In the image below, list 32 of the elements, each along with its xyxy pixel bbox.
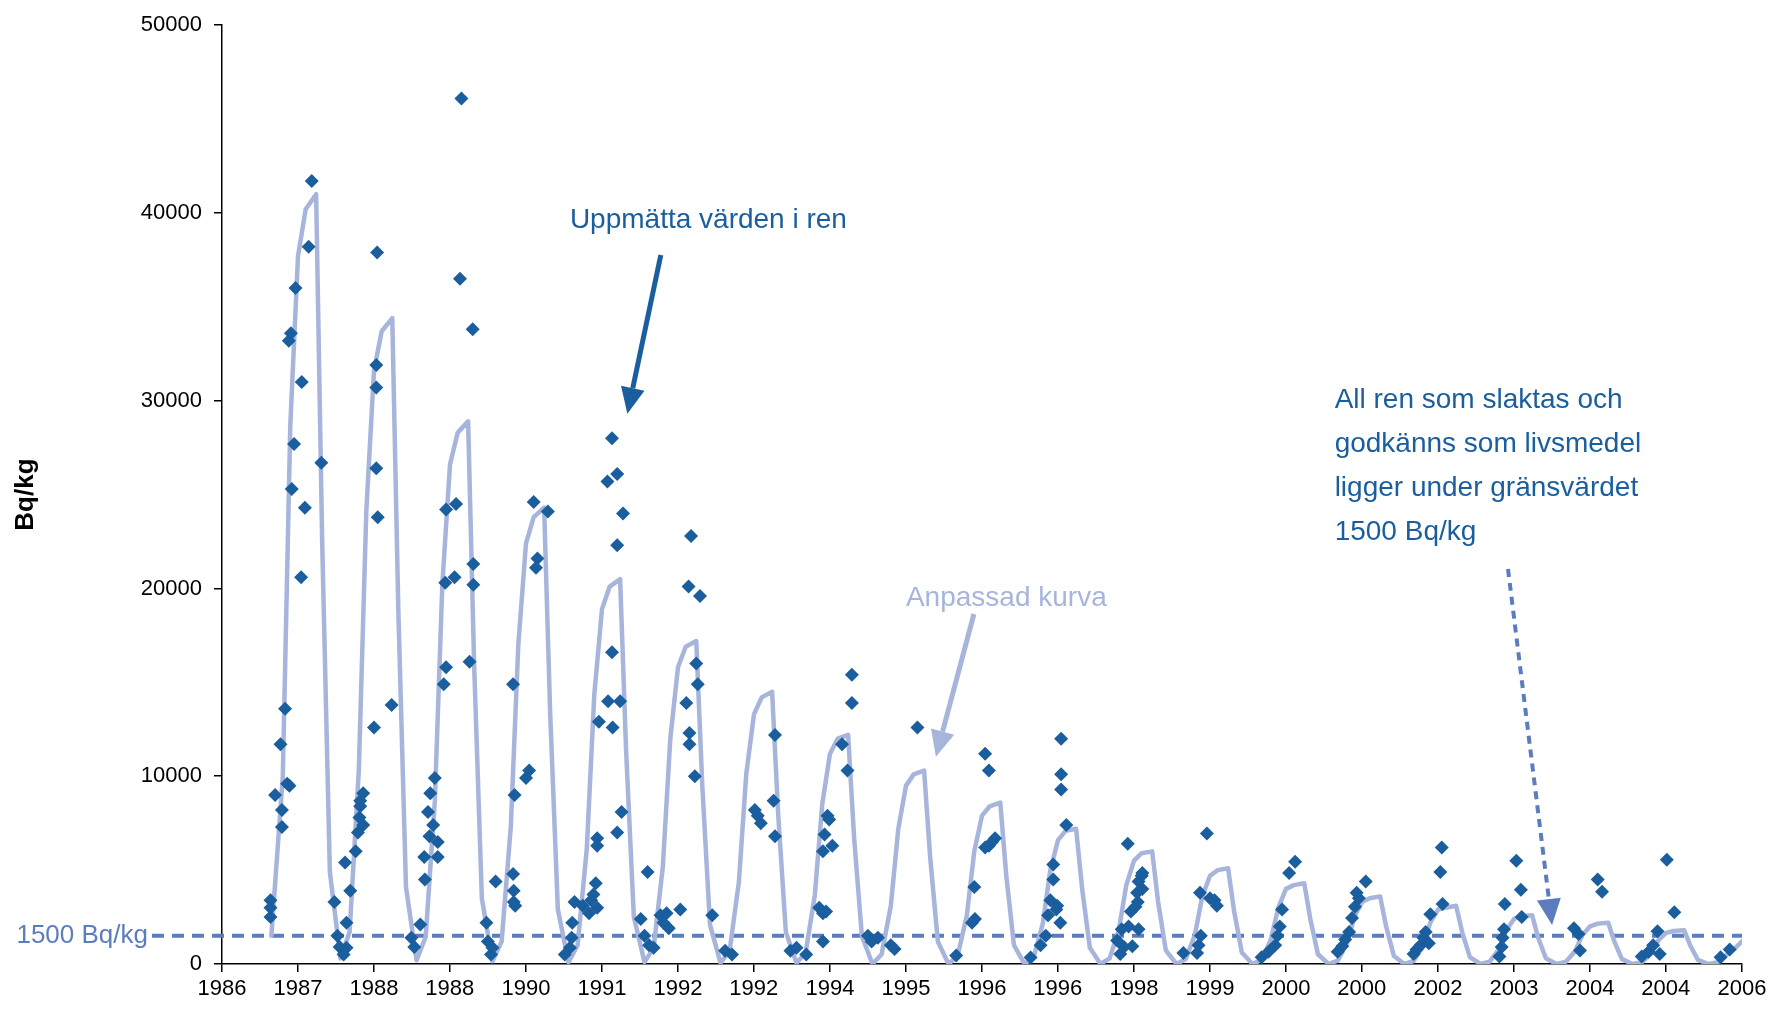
x-tick-label: 1995: [881, 975, 931, 1001]
x-tick-label: 1990: [501, 975, 551, 1001]
text: Uppmätta värden i ren: [569, 203, 847, 235]
x-tick-label: 2004: [1641, 975, 1691, 1001]
x-tick-label: 2006: [1717, 975, 1767, 1001]
x-tick-label: 2002: [1413, 975, 1463, 1001]
x-tick-label: 1998: [1109, 975, 1159, 1001]
x-tick-label: 1991: [577, 975, 627, 1001]
annotation: All ren som slaktas och godkänns som livsmedel ligger under gränsvärdet 1500 Bq/kg: [1334, 383, 1642, 547]
y-tick-label: 50000: [140, 11, 202, 37]
y-tick-label: 10000: [140, 762, 202, 788]
y-axis-title: Bq/kg: [8, 458, 39, 531]
x-tick-label: 1986: [197, 975, 247, 1001]
x-tick-label: 1996: [1033, 975, 1083, 1001]
x-tick-label: 1987: [273, 975, 323, 1001]
x-tick-label: 1999: [1185, 975, 1235, 1001]
x-tick-label: 1988: [425, 975, 475, 1001]
x-tick-label: 2000: [1261, 975, 1311, 1001]
x-tick-label: 1994: [805, 975, 855, 1001]
x-tick-label: 2003: [1489, 975, 1539, 1001]
y-tick-label: 0: [189, 950, 202, 976]
y-tick-label: 40000: [140, 199, 202, 225]
x-tick-label: 2000: [1337, 975, 1387, 1001]
x-tick-label: 1996: [957, 975, 1007, 1001]
x-tick-label: 1992: [729, 975, 779, 1001]
x-tick-label: 2004: [1565, 975, 1615, 1001]
y-tick-label: 20000: [140, 574, 202, 600]
ref-line-label: 1500 Bq/kg: [16, 919, 148, 950]
x-tick-label: 1988: [349, 975, 399, 1001]
text: Anpassad kurva: [905, 580, 1108, 612]
x-tick-label: 1992: [653, 975, 703, 1001]
y-tick-label: 30000: [140, 386, 202, 412]
